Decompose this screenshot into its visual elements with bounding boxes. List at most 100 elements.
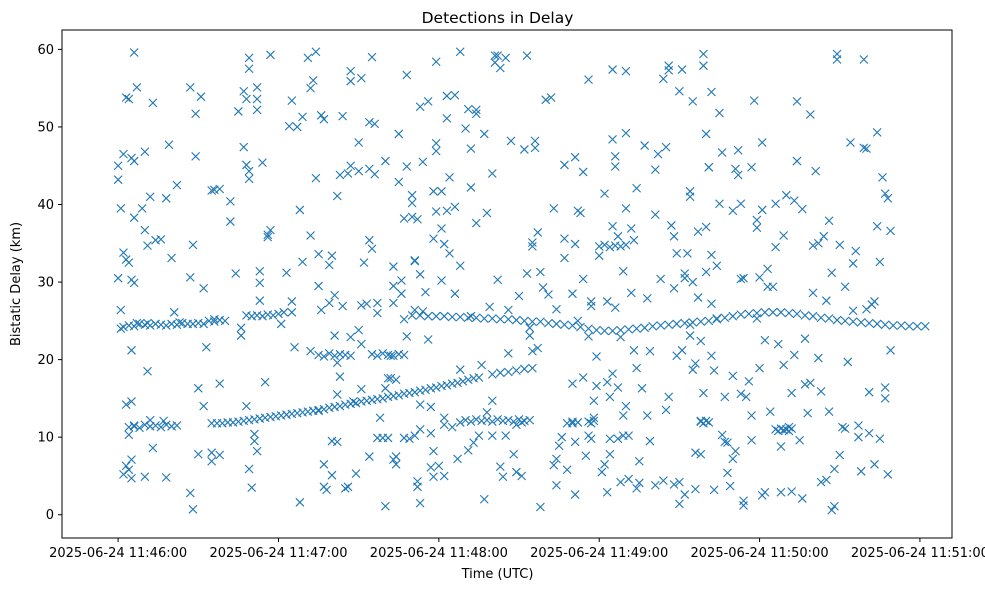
data-point-marker: [503, 305, 513, 315]
data-point-marker: [728, 311, 738, 321]
data-point-marker: [389, 281, 398, 291]
data-point-marker: [439, 413, 449, 423]
data-point-marker: [490, 51, 500, 60]
data-point-marker: [364, 452, 374, 461]
data-point-marker: [549, 203, 559, 213]
data-point-marker: [747, 162, 756, 172]
data-point-marker: [632, 324, 642, 333]
data-point-marker: [552, 480, 561, 490]
data-point-marker: [795, 435, 805, 445]
data-point-marker: [185, 273, 195, 282]
data-point-marker: [600, 189, 609, 199]
y-tick-label: 30: [37, 276, 54, 291]
data-point-marker: [127, 473, 136, 483]
data-point-marker: [685, 186, 695, 196]
y-axis-label: Bistatic Delay (km): [9, 222, 24, 346]
data-point-marker: [656, 321, 666, 330]
data-point-marker: [487, 431, 497, 441]
data-point-marker: [776, 487, 786, 497]
data-point-marker: [250, 436, 259, 446]
data-point-marker: [813, 353, 823, 363]
data-point-marker: [503, 367, 513, 377]
data-point-marker: [600, 459, 609, 469]
data-point-marker: [691, 359, 700, 368]
data-point-marker: [244, 64, 254, 74]
data-point-marker: [314, 281, 323, 291]
data-point-marker: [584, 75, 593, 85]
data-point-marker: [437, 186, 446, 196]
data-point-marker: [835, 450, 845, 460]
data-point-marker: [263, 232, 273, 242]
data-point-marker: [511, 366, 521, 375]
data-point-marker: [811, 166, 821, 176]
data-point-marker: [364, 235, 374, 245]
data-point-marker: [773, 339, 783, 349]
data-point-marker: [418, 307, 428, 316]
data-point-marker: [324, 298, 334, 308]
data-point-marker: [148, 443, 158, 453]
data-point-marker: [522, 269, 532, 278]
x-tick-label: 2025-06-24 11:47:00: [209, 546, 347, 561]
data-point-marker: [864, 318, 874, 328]
data-point-marker: [880, 189, 890, 199]
data-point-marker: [525, 415, 535, 425]
data-point-marker: [632, 183, 642, 193]
data-point-marker: [487, 417, 497, 427]
data-point-marker: [471, 109, 481, 119]
data-point-marker: [616, 325, 625, 335]
data-point-marker: [193, 383, 203, 393]
data-point-marker: [231, 269, 241, 278]
data-point-marker: [124, 94, 134, 104]
data-point-marker: [426, 428, 436, 438]
data-point-marker: [193, 449, 203, 459]
data-point-marker: [536, 502, 545, 512]
data-point-marker: [418, 157, 428, 167]
data-point-marker: [568, 379, 577, 389]
data-point-marker: [693, 227, 703, 237]
data-point-marker: [747, 435, 756, 445]
data-point-marker: [244, 464, 254, 474]
data-point-marker: [712, 261, 722, 271]
data-point-marker: [808, 241, 818, 250]
data-point-marker: [528, 363, 537, 373]
data-point-marker: [308, 76, 318, 85]
data-point-marker: [303, 53, 313, 63]
data-point-marker: [346, 332, 356, 342]
data-point-marker: [167, 253, 176, 263]
data-point-marker: [838, 422, 847, 432]
data-point-marker: [755, 273, 764, 282]
data-point-marker: [816, 477, 826, 487]
data-point-marker: [538, 283, 548, 292]
data-point-marker: [455, 261, 465, 271]
data-point-marker: [429, 472, 438, 482]
data-point-marker: [763, 264, 772, 274]
data-point-marker: [506, 136, 516, 146]
data-point-marker: [474, 431, 484, 441]
data-point-marker: [592, 325, 601, 335]
data-point-marker: [883, 193, 893, 203]
data-point-marker: [554, 441, 564, 451]
data-point-marker: [463, 375, 473, 385]
data-point-marker: [610, 152, 620, 161]
data-point-marker: [116, 305, 126, 315]
data-point-marker: [835, 240, 845, 250]
data-point-marker: [378, 394, 388, 403]
data-point-marker: [119, 248, 128, 257]
data-point-marker: [514, 291, 524, 301]
data-point-marker: [458, 376, 468, 386]
data-point-marker: [191, 152, 201, 161]
data-point-marker: [805, 110, 815, 119]
data-point-marker: [586, 434, 596, 444]
data-point-marker: [560, 320, 569, 330]
data-point-marker: [594, 241, 604, 251]
data-point-marker: [608, 65, 617, 74]
data-point-marker: [784, 422, 794, 432]
data-point-marker: [709, 485, 719, 495]
data-point-marker: [522, 51, 532, 60]
data-point-marker: [287, 307, 297, 317]
data-point-marker: [266, 225, 275, 235]
data-point-marker: [605, 434, 615, 444]
data-point-marker: [234, 107, 243, 116]
